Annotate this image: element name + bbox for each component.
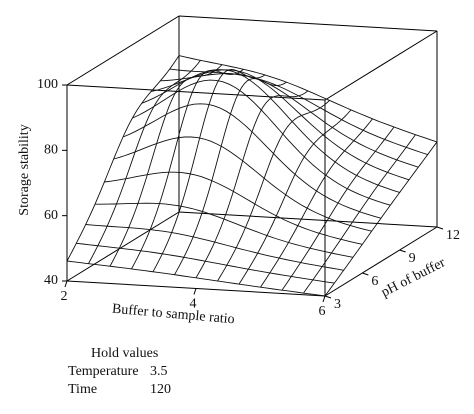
surface-line-x <box>303 134 416 294</box>
box-edge <box>178 15 438 32</box>
y-tick <box>399 249 406 253</box>
x-tick <box>322 295 326 303</box>
box-edge <box>178 211 438 228</box>
surface-line-x <box>195 90 309 279</box>
box-edge <box>66 15 180 86</box>
surface-line-x <box>109 64 223 267</box>
surface-line-x <box>152 69 266 272</box>
box-edge <box>324 30 438 101</box>
surface-line-x <box>174 78 287 275</box>
y-tick <box>436 226 444 230</box>
surface-line-y <box>150 69 410 181</box>
surface-line-y <box>122 103 382 219</box>
y-tick-label: 9 <box>409 251 416 266</box>
surface-line-y <box>132 79 391 206</box>
surface-line-y <box>160 73 419 168</box>
surface-line-y <box>141 69 400 193</box>
z-tick-label: 60 <box>44 208 58 223</box>
hold-time-label: Time <box>68 382 97 397</box>
z-tick-label: 40 <box>44 273 58 288</box>
surface-line-x <box>131 68 244 270</box>
box-edge <box>66 211 180 282</box>
box-edge <box>66 84 326 101</box>
hold-temperature-value: 3.5 <box>150 364 168 379</box>
surface-line-y <box>85 224 344 271</box>
z-axis-label: Storage stability <box>17 124 32 215</box>
x-tick <box>64 280 68 288</box>
surface-line-y <box>66 260 326 297</box>
hold-values-title: Hold values <box>91 346 158 361</box>
x-tick-label: 6 <box>319 304 326 319</box>
surface-mesh <box>66 55 438 297</box>
y-tick-label: 3 <box>334 297 341 312</box>
x-tick-label: 2 <box>61 289 68 304</box>
y-tick <box>324 295 332 299</box>
y-tick-label: 6 <box>371 274 378 289</box>
surface-line-y <box>113 136 372 232</box>
surface-line-y <box>104 171 363 245</box>
y-tick <box>362 272 369 276</box>
surface-line-x <box>217 100 330 282</box>
x-tick <box>193 288 197 295</box>
surface-line-y <box>178 55 438 143</box>
hold-time-value: 120 <box>150 382 171 397</box>
z-tick-label: 100 <box>37 77 58 92</box>
z-tick-label: 80 <box>44 143 58 158</box>
surface-line-y <box>169 68 428 156</box>
x-axis-label: Buffer to sample ratio <box>111 302 235 328</box>
box-edge <box>324 226 438 297</box>
surface-line-y <box>95 202 354 258</box>
hold-temperature-label: Temperature <box>68 364 139 379</box>
x-tick-label: 4 <box>190 297 197 312</box>
surface-line-y <box>76 242 335 284</box>
y-tick-label: 12 <box>446 228 460 243</box>
